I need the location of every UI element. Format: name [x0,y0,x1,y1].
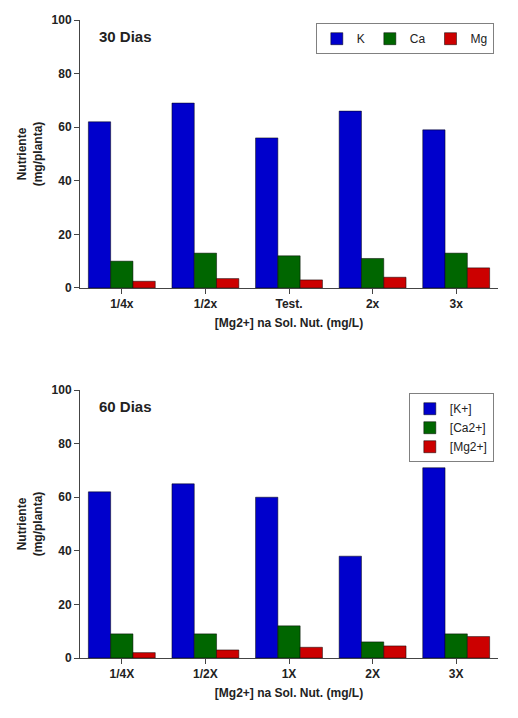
svg-text:100: 100 [52,13,72,27]
svg-text:40: 40 [58,544,72,558]
svg-text:3X: 3X [449,667,464,681]
svg-text:2X: 2X [365,667,380,681]
svg-text:K: K [357,32,365,46]
svg-text:[K+]: [K+] [450,402,472,416]
svg-text:40: 40 [58,174,72,188]
svg-text:Mg: Mg [471,32,488,46]
svg-text:[Mg2+]: [Mg2+] [450,440,487,454]
svg-text:60: 60 [58,490,72,504]
svg-text:20: 20 [58,598,72,612]
svg-text:60 Dias: 60 Dias [99,398,152,415]
svg-text:80: 80 [58,67,72,81]
svg-text:Test.: Test. [275,297,302,311]
svg-text:Nutriente(mg/planta): Nutriente(mg/planta) [15,492,45,557]
svg-text:[Ca2+]: [Ca2+] [450,421,486,435]
svg-text:0: 0 [65,651,72,665]
svg-text:3x: 3x [450,297,464,311]
svg-text:[Mg2+] na Sol. Nut. (mg/L): [Mg2+] na Sol. Nut. (mg/L) [215,316,363,330]
svg-text:100: 100 [52,383,72,397]
svg-text:1/4X: 1/4X [109,667,134,681]
svg-text:20: 20 [58,228,72,242]
svg-text:1X: 1X [282,667,297,681]
svg-text:2x: 2x [366,297,380,311]
svg-text:30 Dias: 30 Dias [99,28,152,45]
svg-text:1/2x: 1/2x [194,297,218,311]
svg-text:1/2X: 1/2X [193,667,218,681]
svg-text:Nutriente(mg/planta): Nutriente(mg/planta) [15,122,45,187]
svg-text:Ca: Ca [410,32,426,46]
svg-text:80: 80 [58,437,72,451]
svg-text:1/4x: 1/4x [110,297,134,311]
svg-text:60: 60 [58,120,72,134]
svg-text:0: 0 [65,281,72,295]
svg-text:[Mg2+] na Sol. Nut. (mg/L): [Mg2+] na Sol. Nut. (mg/L) [215,686,363,700]
